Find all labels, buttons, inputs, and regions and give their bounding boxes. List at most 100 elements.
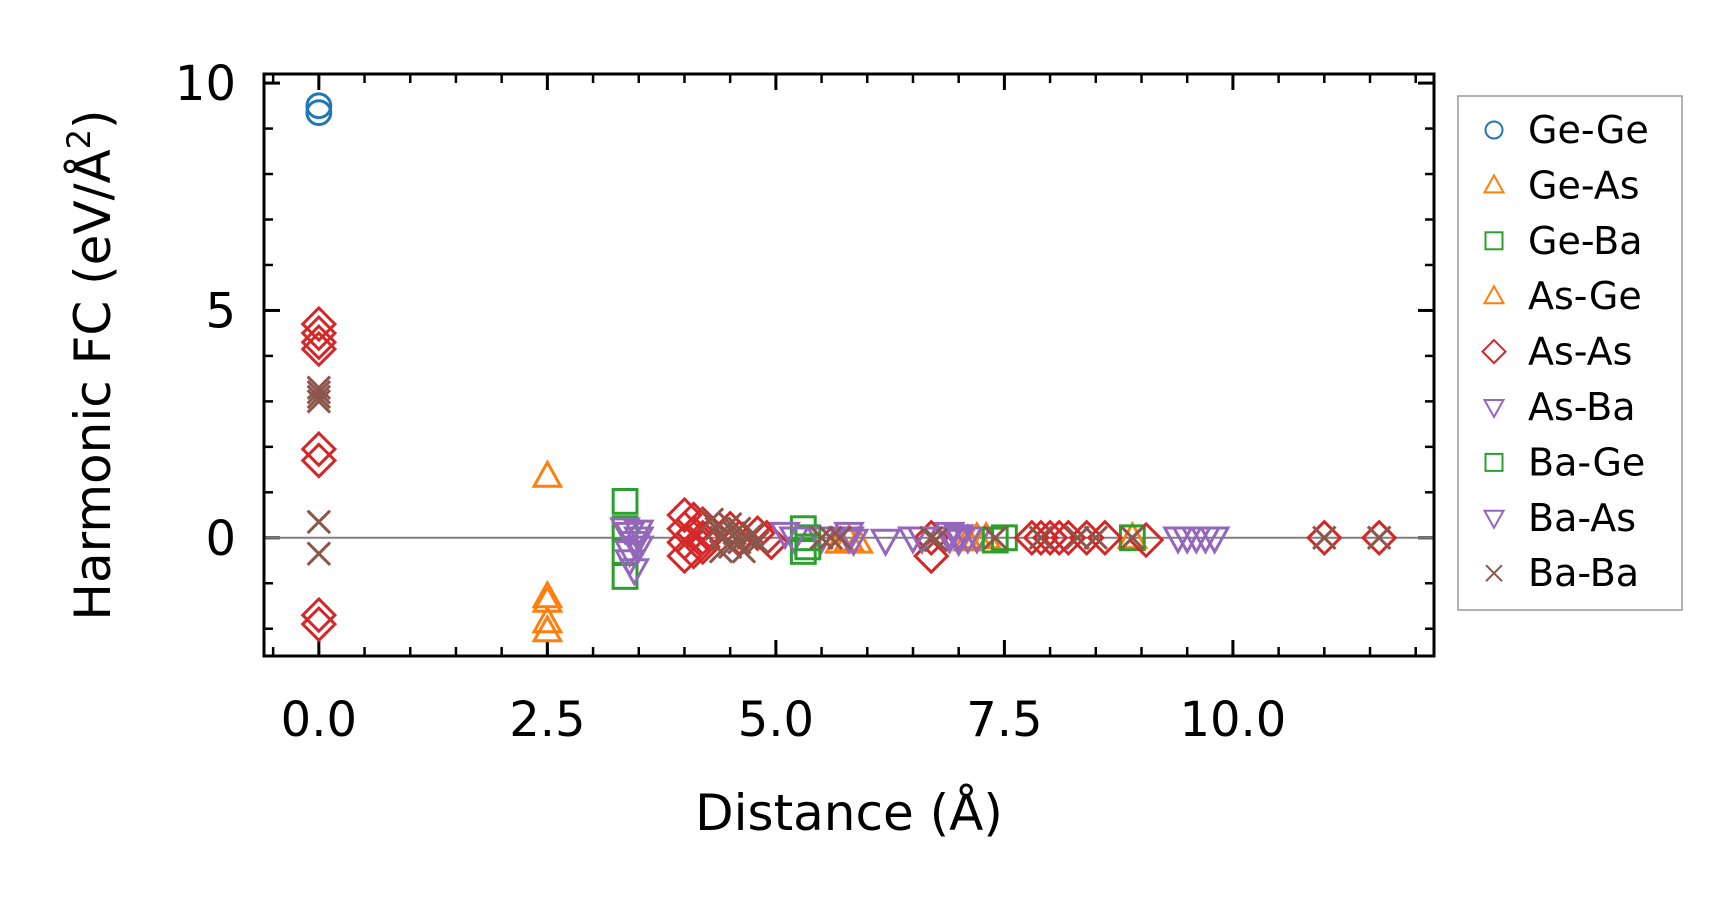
data-point-as-as bbox=[675, 533, 712, 570]
data-point-as-as bbox=[1360, 519, 1398, 557]
data-point-as-as bbox=[1306, 519, 1343, 557]
data-point-as-as bbox=[300, 430, 338, 468]
data-point-ba-ba bbox=[1366, 525, 1392, 551]
plot-area bbox=[264, 74, 1434, 656]
legend-entry-ba-ba: Ba-Ba bbox=[1485, 551, 1639, 595]
data-point-as-as bbox=[300, 330, 338, 368]
legend-marker-ge-ba bbox=[1484, 231, 1504, 251]
y-axis-label: Harmonic FC (eV/Å2) bbox=[60, 109, 122, 620]
data-point-ba-as bbox=[942, 528, 975, 558]
legend-entry-ge-ba: Ge-Ba bbox=[1484, 219, 1643, 263]
data-point-ge-as bbox=[1116, 520, 1149, 550]
data-point-ba-ba bbox=[1028, 525, 1054, 551]
series-ge-ge bbox=[305, 92, 333, 127]
data-point-ge-ge bbox=[305, 92, 333, 120]
x-tick-label: 7.5 bbox=[966, 692, 1042, 748]
legend-marker-ge-ge bbox=[1484, 120, 1504, 140]
data-point-as-ba bbox=[622, 535, 655, 564]
y-tick-label: 0 bbox=[205, 511, 236, 567]
data-point-ge-ge bbox=[305, 99, 333, 127]
data-point-as-as bbox=[666, 537, 703, 575]
data-point-as-as bbox=[300, 596, 338, 634]
data-point-ba-ba bbox=[731, 539, 757, 564]
x-tick-label: 10.0 bbox=[1179, 692, 1286, 748]
legend-entry-ba-as: Ba-As bbox=[1482, 496, 1636, 540]
y-tick-label: 5 bbox=[205, 283, 236, 339]
data-point-ba-ba bbox=[306, 541, 332, 566]
y-tick-labels: 0 5 10 bbox=[175, 56, 236, 567]
data-point-as-as bbox=[753, 524, 790, 561]
data-point-ba-ba bbox=[827, 525, 853, 551]
data-point-as-as bbox=[1031, 519, 1069, 557]
legend-label: Ge-Ge bbox=[1528, 108, 1649, 152]
data-point-as-ba bbox=[778, 526, 811, 555]
legend-marker-as-ge bbox=[1482, 284, 1506, 305]
legend-entry-as-ge: As-Ge bbox=[1482, 274, 1642, 318]
data-point-ge-as bbox=[531, 459, 564, 488]
legend-label: Ge-As bbox=[1528, 163, 1640, 207]
data-point-ba-ba bbox=[919, 525, 944, 551]
data-points bbox=[300, 92, 1398, 643]
x-tick-label: 2.5 bbox=[509, 692, 585, 748]
x-tick-label: 0.0 bbox=[281, 692, 357, 748]
data-point-as-as bbox=[1050, 519, 1087, 557]
data-point-ge-as bbox=[531, 604, 564, 634]
data-point-as-as bbox=[1068, 519, 1105, 557]
data-point-ba-ba bbox=[1312, 525, 1337, 551]
data-point-ge-ba bbox=[789, 538, 817, 565]
data-point-as-as bbox=[300, 605, 338, 643]
legend-entry-ge-as: Ge-As bbox=[1482, 163, 1640, 207]
data-point-ba-ba bbox=[1065, 525, 1090, 551]
data-point-as-ba bbox=[618, 558, 651, 587]
data-point-ba-ba bbox=[306, 509, 332, 535]
legend-label: Ba-Ba bbox=[1528, 551, 1639, 595]
data-point-as-as bbox=[684, 528, 721, 566]
legend-label: As-As bbox=[1528, 330, 1632, 374]
legend-entry-as-as: As-As bbox=[1481, 330, 1632, 374]
data-point-ge-ba bbox=[611, 488, 639, 515]
data-point-as-as bbox=[1086, 519, 1124, 557]
data-point-as-as bbox=[1013, 519, 1051, 557]
data-point-ba-ba bbox=[1120, 525, 1145, 551]
y-axis-label-superscript: 2 bbox=[60, 129, 98, 149]
legend-entry-as-ba: As-Ba bbox=[1482, 385, 1636, 429]
data-point-as-as bbox=[300, 314, 338, 352]
data-point-ba-as bbox=[618, 531, 651, 560]
data-point-as-ba bbox=[933, 521, 966, 551]
series-ba-ba bbox=[306, 375, 1392, 566]
data-point-as-as bbox=[693, 515, 731, 552]
data-point-ba-ba bbox=[745, 530, 770, 555]
data-point-as-as bbox=[666, 496, 703, 534]
plot-frame bbox=[262, 72, 1436, 658]
data-point-as-as bbox=[300, 324, 338, 361]
x-tick-labels: 0.0 2.5 5.0 7.5 10.0 bbox=[281, 692, 1287, 748]
legend-marker-ge-as bbox=[1482, 173, 1506, 194]
data-point-as-ge bbox=[531, 584, 564, 613]
data-point-ba-ge bbox=[981, 526, 1009, 554]
legend-label: Ba-As bbox=[1528, 496, 1636, 540]
data-point-ba-ba bbox=[982, 525, 1008, 551]
legend-label: As-Ba bbox=[1528, 385, 1636, 429]
data-point-ge-as bbox=[531, 613, 564, 643]
data-point-as-as bbox=[300, 442, 338, 479]
legend-marker-as-as bbox=[1481, 338, 1507, 365]
x-tick-label: 5.0 bbox=[738, 692, 814, 748]
legend-entry-ge-ge: Ge-Ge bbox=[1484, 108, 1649, 152]
data-point-ba-ba bbox=[818, 525, 843, 551]
data-point-ba-as bbox=[1171, 526, 1204, 555]
data-point-ba-ba bbox=[809, 525, 834, 551]
data-point-ba-as bbox=[933, 526, 966, 555]
data-point-as-ba bbox=[942, 524, 975, 553]
legend-marker-ba-ge bbox=[1484, 452, 1504, 472]
data-point-ba-ba bbox=[923, 527, 949, 553]
legend-marker-as-ba bbox=[1482, 399, 1506, 420]
data-point-as-as bbox=[1041, 519, 1078, 557]
legend-marker-ba-as bbox=[1482, 509, 1506, 530]
data-point-ba-ba bbox=[306, 380, 332, 405]
x-axis-label: Distance (Å) bbox=[695, 784, 1003, 842]
legend-marker-ba-ba bbox=[1485, 564, 1503, 582]
data-point-as-ba bbox=[837, 528, 870, 558]
legend-label: Ge-Ba bbox=[1528, 219, 1643, 263]
legend-label: Ba-Ge bbox=[1528, 440, 1645, 484]
data-point-ba-ba bbox=[306, 384, 332, 410]
